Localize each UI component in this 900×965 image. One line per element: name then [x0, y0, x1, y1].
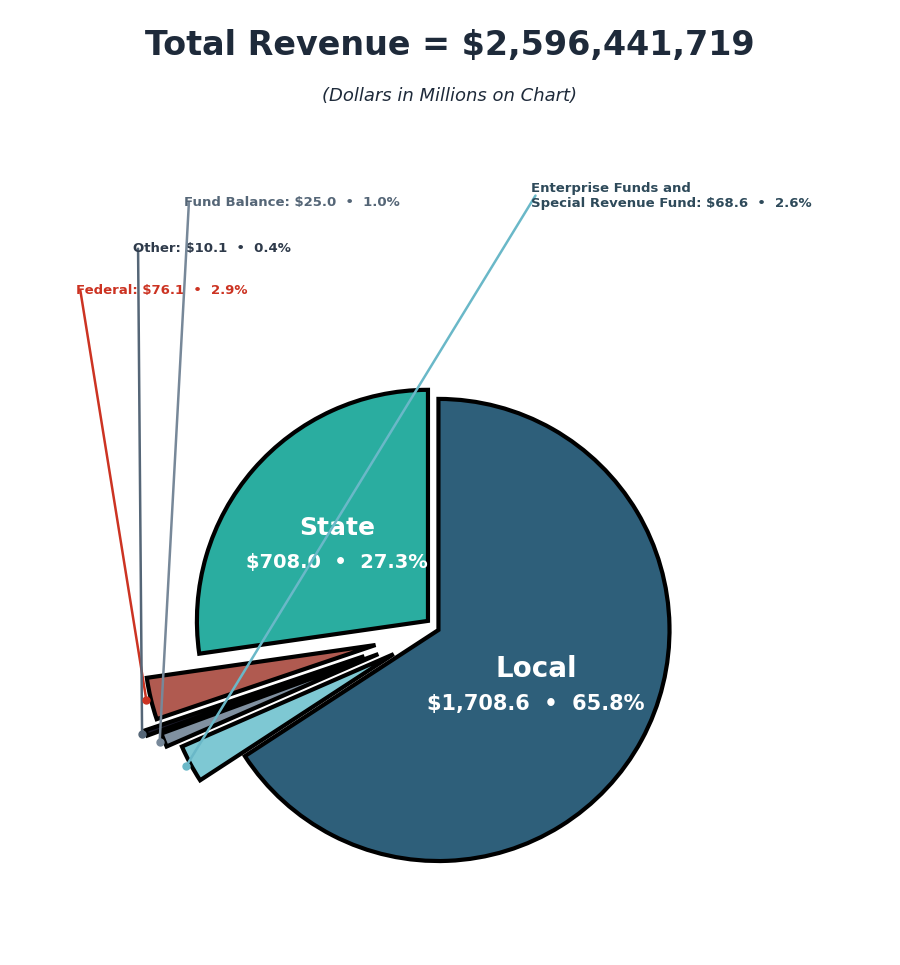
Text: Total Revenue = $2,596,441,719: Total Revenue = $2,596,441,719 — [145, 29, 755, 62]
Text: Local: Local — [495, 655, 577, 683]
Text: $1,708.6  •  65.8%: $1,708.6 • 65.8% — [428, 694, 644, 713]
Wedge shape — [197, 390, 428, 653]
Wedge shape — [182, 654, 393, 781]
Text: Other: $10.1  •  0.4%: Other: $10.1 • 0.4% — [133, 242, 292, 255]
Text: Federal: $76.1  •  2.9%: Federal: $76.1 • 2.9% — [76, 284, 248, 297]
Text: State: State — [299, 516, 375, 540]
Text: (Dollars in Millions on Chart): (Dollars in Millions on Chart) — [322, 87, 578, 105]
Text: Enterprise Funds and
Special Revenue Fund: $68.6  •  2.6%: Enterprise Funds and Special Revenue Fun… — [531, 181, 812, 209]
Wedge shape — [147, 645, 375, 719]
Wedge shape — [161, 654, 378, 747]
Text: Fund Balance: $25.0  •  1.0%: Fund Balance: $25.0 • 1.0% — [184, 196, 400, 209]
Wedge shape — [245, 399, 670, 861]
Wedge shape — [146, 656, 364, 735]
Text: $708.0  •  27.3%: $708.0 • 27.3% — [247, 554, 428, 572]
